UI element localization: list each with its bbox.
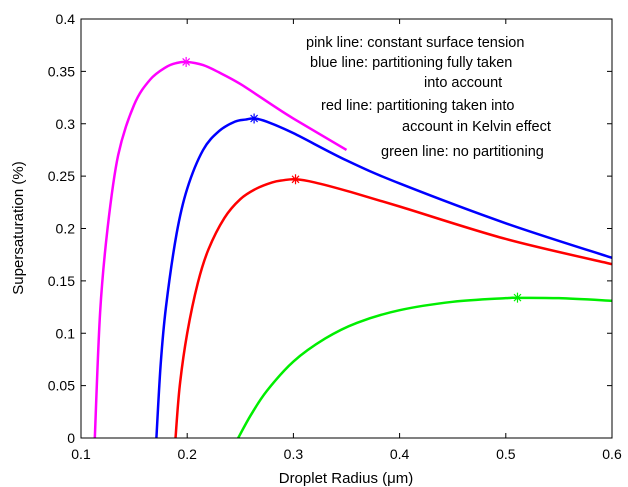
annotation-line-2: blue line: partitioning fully taken (310, 55, 512, 71)
annotation-line-1: pink line: constant surface tension (306, 35, 524, 51)
y-tick-label: 0.15 (48, 273, 75, 289)
x-tick-label: 0.1 (71, 446, 91, 462)
y-tick-label: 0 (67, 430, 75, 446)
y-tick-label: 0.4 (56, 11, 76, 27)
y-tick-label: 0.05 (48, 378, 75, 394)
y-axis-title: Supersaturation (%) (10, 161, 27, 294)
x-tick-label: 0.3 (284, 446, 304, 462)
peak-marker-4 (512, 292, 523, 303)
annotation-line-4: red line: partitioning taken into (321, 98, 514, 114)
ticks-layer: 0.1 0.2 0.3 0.4 0.5 0.6 0 0.05 0.1 0.15 0.2 0.25 0.3… (48, 11, 622, 462)
y-tick-label: 0.2 (56, 221, 76, 237)
annotation-line-6: green line: no partitioning (381, 144, 544, 160)
series-line-1 (93, 60, 348, 439)
y-tick-label: 0.25 (48, 168, 75, 184)
y-tick-label: 0.1 (56, 325, 76, 341)
peak-marker-2 (249, 113, 260, 124)
series-line-2 (155, 117, 613, 439)
series-layer (93, 56, 613, 439)
x-tick-label: 0.2 (177, 446, 197, 462)
series-line-3 (174, 177, 613, 439)
x-axis-title: Droplet Radius (μm) (279, 470, 414, 487)
x-tick-label: 0.6 (602, 446, 622, 462)
y-tick-label: 0.35 (48, 63, 75, 79)
x-tick-label: 0.5 (496, 446, 516, 462)
annotation-line-5: account in Kelvin effect (402, 119, 551, 135)
peak-marker-1 (181, 56, 192, 67)
y-tick-label: 0.3 (56, 116, 76, 132)
peak-marker-3 (290, 174, 301, 185)
annotation-line-3: into account (424, 75, 502, 91)
x-tick-label: 0.4 (390, 446, 410, 462)
plot-frame (80, 18, 613, 439)
annotation-box: pink line: constant surface tension blue… (306, 35, 551, 160)
